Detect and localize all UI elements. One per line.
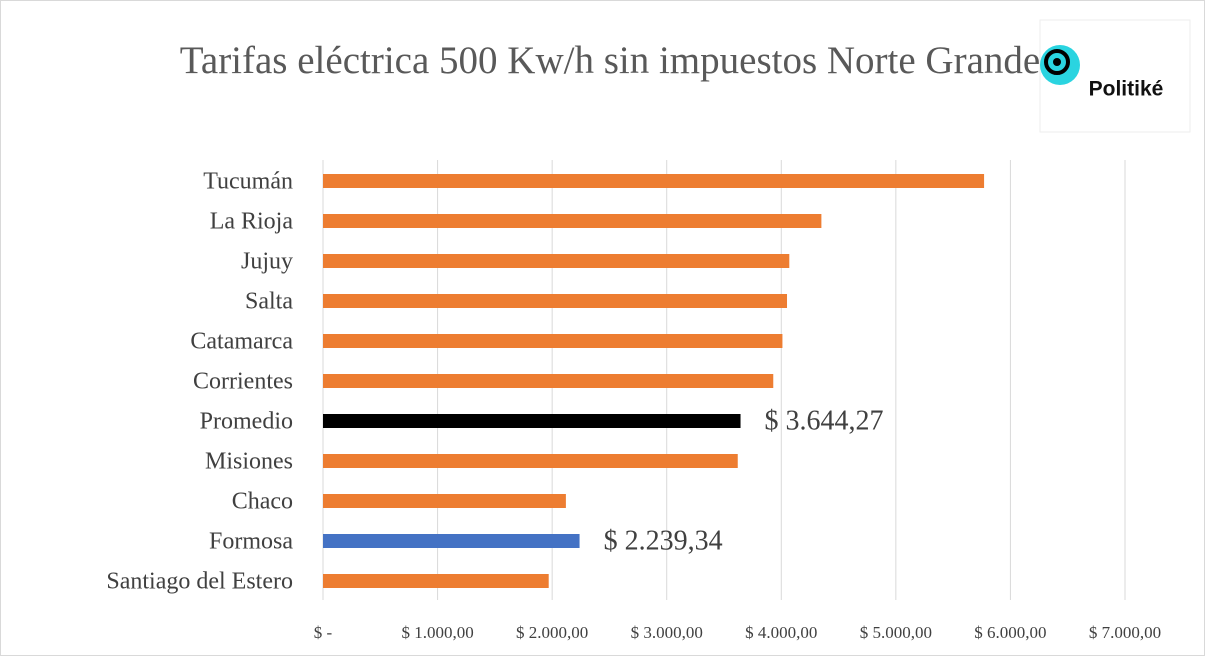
logo-ring: [1044, 49, 1070, 75]
x-tick-label: $ 1.000,00: [401, 623, 473, 642]
y-tick-label: Salta: [245, 289, 293, 315]
y-tick-label: Formosa: [209, 529, 293, 555]
logo: Politiké: [1039, 19, 1191, 133]
data-label: $ 2.239,34: [604, 525, 723, 556]
x-tick-label: $ 6.000,00: [974, 623, 1046, 642]
x-tick-label: $ -: [314, 623, 333, 642]
x-tick-label: $ 7.000,00: [1089, 623, 1161, 642]
x-tick-label: $ 5.000,00: [860, 623, 932, 642]
y-tick-label: Promedio: [200, 409, 293, 435]
logo-text: Politiké: [1089, 78, 1164, 101]
x-tick-label: $ 4.000,00: [745, 623, 817, 642]
y-tick-label: Jujuy: [241, 249, 293, 275]
y-tick-label: Corrientes: [193, 369, 293, 395]
data-label: $ 3.644,27: [765, 405, 884, 436]
y-tick-label: Misiones: [205, 449, 293, 475]
y-tick-label: Santiago del Estero: [106, 569, 293, 595]
bar: [323, 494, 566, 508]
bar: [323, 374, 774, 388]
logo-dot: [1053, 58, 1061, 66]
x-tick-label: $ 2.000,00: [516, 623, 588, 642]
y-tick-label: La Rioja: [210, 209, 294, 235]
bar: [323, 254, 790, 268]
y-tick-label: Catamarca: [190, 329, 293, 355]
y-tick-label: Tucumán: [203, 169, 293, 195]
bar: [323, 174, 985, 188]
bar: [323, 414, 741, 428]
bar: [323, 334, 783, 348]
bar: [323, 454, 738, 468]
bar: [323, 534, 580, 548]
x-tick-label: $ 3.000,00: [631, 623, 703, 642]
bar: [323, 214, 822, 228]
y-tick-label: Chaco: [232, 489, 293, 515]
bar: [323, 574, 549, 588]
chart-title: Tarifas eléctrica 500 Kw/h sin impuestos…: [179, 39, 1041, 82]
bar: [323, 294, 788, 308]
